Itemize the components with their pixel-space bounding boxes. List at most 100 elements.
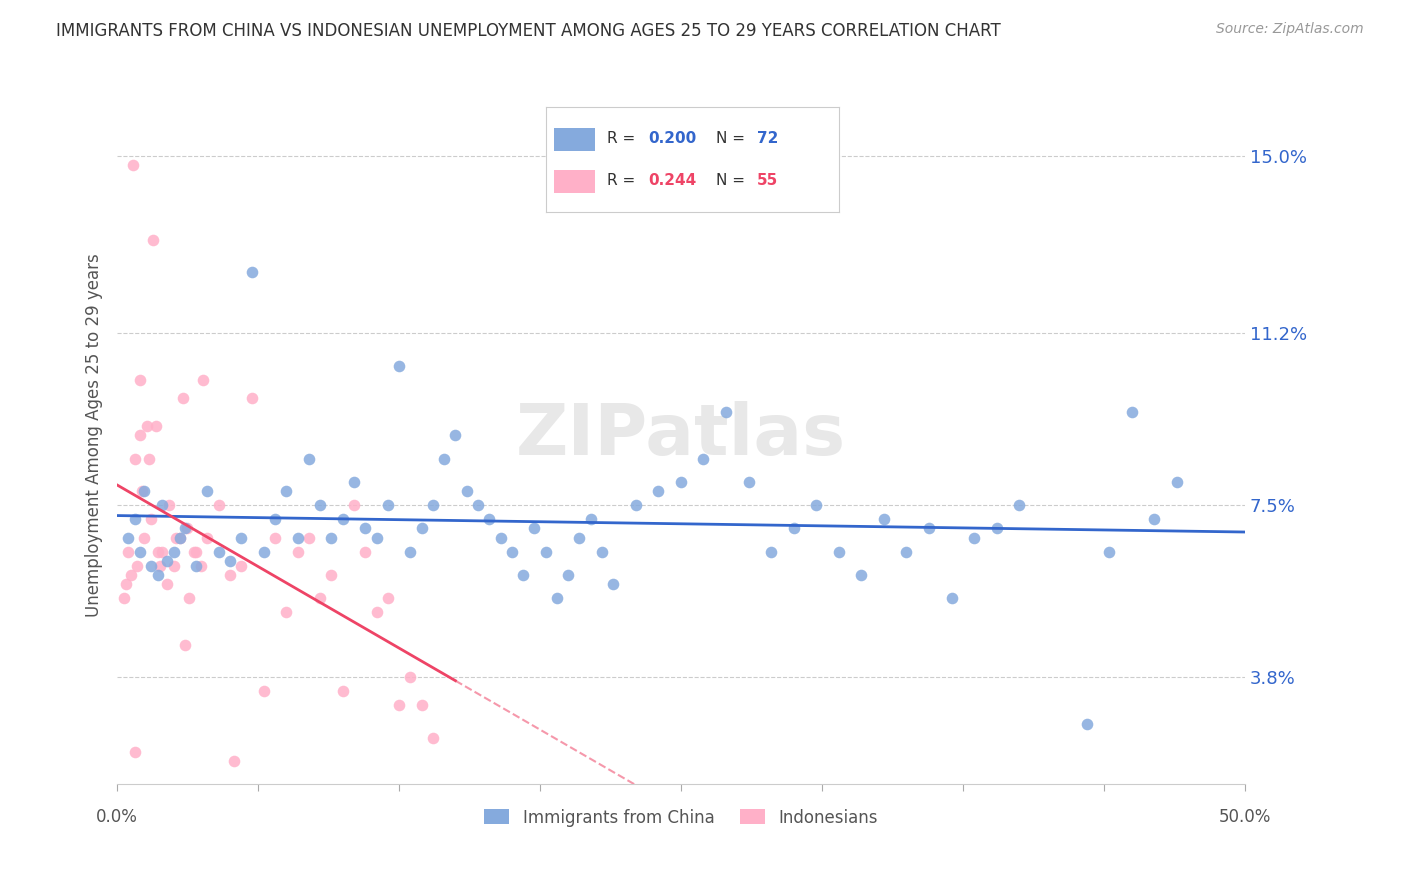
Point	[146, 568, 169, 582]
Point	[399, 670, 422, 684]
Point	[208, 544, 231, 558]
Point	[219, 568, 242, 582]
Point	[264, 531, 287, 545]
Point	[124, 451, 146, 466]
Point	[149, 558, 172, 573]
Point	[219, 554, 242, 568]
Point	[173, 521, 195, 535]
Point	[321, 568, 343, 582]
Point	[806, 498, 828, 512]
Point	[179, 591, 201, 606]
Point	[963, 531, 986, 545]
Point	[142, 233, 165, 247]
Point	[309, 498, 332, 512]
Point	[782, 521, 804, 535]
Point	[321, 531, 343, 545]
Point	[343, 475, 366, 489]
Text: 0.0%: 0.0%	[96, 807, 138, 826]
Point	[134, 531, 156, 545]
Point	[112, 591, 135, 606]
Point	[523, 521, 546, 535]
Point	[467, 498, 489, 512]
Point	[388, 698, 411, 713]
Point	[131, 484, 153, 499]
Point	[128, 428, 150, 442]
Point	[253, 684, 276, 698]
Point	[162, 544, 184, 558]
Point	[624, 498, 647, 512]
Point	[579, 512, 602, 526]
Point	[242, 391, 264, 405]
Point	[501, 544, 523, 558]
Text: 50.0%: 50.0%	[1219, 807, 1271, 826]
Point	[602, 577, 624, 591]
Point	[851, 568, 873, 582]
Point	[197, 531, 219, 545]
Point	[986, 521, 1008, 535]
Text: Source: ZipAtlas.com: Source: ZipAtlas.com	[1216, 22, 1364, 37]
Point	[478, 512, 501, 526]
Point	[714, 405, 737, 419]
Point	[1121, 405, 1143, 419]
Point	[896, 544, 918, 558]
Point	[456, 484, 478, 499]
Point	[343, 498, 366, 512]
Point	[568, 531, 591, 545]
Point	[128, 372, 150, 386]
Point	[287, 544, 309, 558]
Point	[128, 544, 150, 558]
Point	[122, 158, 145, 172]
Point	[388, 359, 411, 373]
Point	[117, 544, 139, 558]
Point	[298, 451, 321, 466]
Point	[156, 577, 179, 591]
Point	[184, 544, 207, 558]
Point	[146, 544, 169, 558]
Point	[534, 544, 557, 558]
Point	[444, 428, 467, 442]
Point	[134, 484, 156, 499]
Point	[124, 512, 146, 526]
Point	[191, 372, 214, 386]
Point	[354, 544, 377, 558]
Point	[332, 684, 354, 698]
Point	[1098, 544, 1121, 558]
Point	[377, 591, 399, 606]
Point	[873, 512, 896, 526]
Point	[156, 554, 179, 568]
Point	[332, 512, 354, 526]
Point	[165, 531, 187, 545]
Point	[197, 484, 219, 499]
Point	[264, 512, 287, 526]
Point	[692, 451, 714, 466]
Point	[150, 544, 173, 558]
Point	[422, 498, 444, 512]
Point	[759, 544, 782, 558]
Point	[162, 558, 184, 573]
Point	[173, 638, 195, 652]
Point	[157, 498, 180, 512]
Point	[172, 391, 194, 405]
Point	[828, 544, 851, 558]
Point	[918, 521, 941, 535]
Point	[253, 544, 276, 558]
Point	[1008, 498, 1031, 512]
Point	[591, 544, 613, 558]
Point	[208, 498, 231, 512]
Point	[298, 531, 321, 545]
Point	[411, 698, 433, 713]
Point	[287, 531, 309, 545]
Point	[169, 531, 191, 545]
Text: IMMIGRANTS FROM CHINA VS INDONESIAN UNEMPLOYMENT AMONG AGES 25 TO 29 YEARS CORRE: IMMIGRANTS FROM CHINA VS INDONESIAN UNEM…	[56, 22, 1001, 40]
Point	[231, 531, 253, 545]
Point	[422, 731, 444, 745]
Point	[276, 484, 298, 499]
Point	[399, 544, 422, 558]
Point	[669, 475, 692, 489]
Point	[737, 475, 759, 489]
Point	[309, 591, 332, 606]
Point	[169, 531, 191, 545]
Point	[941, 591, 963, 606]
Point	[366, 531, 388, 545]
Point	[150, 498, 173, 512]
